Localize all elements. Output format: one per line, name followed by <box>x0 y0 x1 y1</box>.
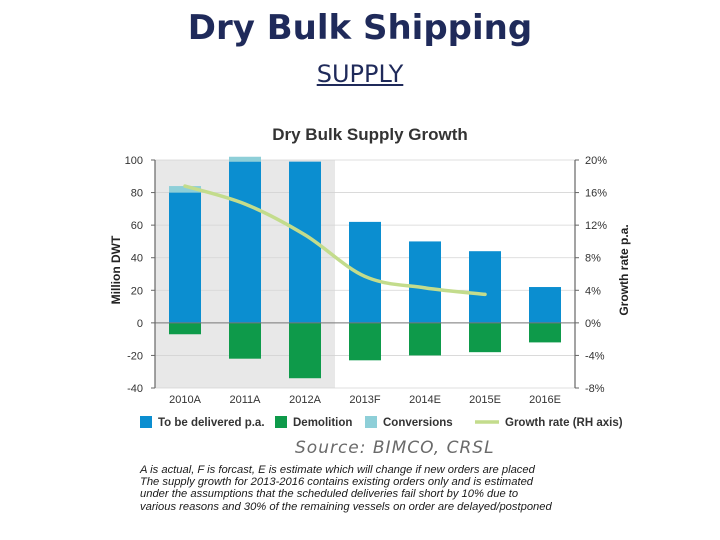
bar-delivered <box>529 287 561 323</box>
x-tick-label: 2012A <box>289 394 321 406</box>
growth-rate-point <box>243 202 247 206</box>
y2-axis-label: Growth rate p.a. <box>617 224 631 315</box>
y2-tick-label: -8% <box>585 383 605 395</box>
footnote-line: various reasons and 30% of the remaining… <box>140 500 552 513</box>
slide-title: Dry Bulk Shipping <box>187 8 533 48</box>
growth-rate-point <box>483 292 487 296</box>
x-tick-label: 2013F <box>349 394 380 406</box>
legend-label: To be delivered p.a. <box>158 417 265 429</box>
bar-demolition <box>469 322 501 353</box>
legend-swatch <box>275 416 287 428</box>
growth-rate-point <box>183 184 187 188</box>
y-axis-label: Million DWT <box>109 235 123 304</box>
bar-demolition <box>169 322 201 335</box>
y-tick-label: -20 <box>127 350 143 362</box>
plot-area: 100 80 60 40 20 0 -20 -40 20% 16% 12% 8% 4% 0% -4% -8% 2… <box>125 155 608 406</box>
bar-demolition <box>289 322 321 379</box>
y2-tick-label: 8% <box>585 253 601 265</box>
bar-conversions <box>169 186 201 193</box>
legend-swatch <box>140 416 152 428</box>
bar-delivered <box>409 241 441 323</box>
legend-swatch <box>365 416 377 428</box>
footnote-line: The supply growth for 2013-2016 contains… <box>140 476 534 489</box>
footnotes: A is actual, F is forcast, E is estimate… <box>140 464 610 513</box>
y-tick-label: 40 <box>131 253 143 265</box>
y2-tick-label: 20% <box>585 155 607 167</box>
y-tick-label: 20 <box>131 285 143 297</box>
growth-rate-point <box>363 274 367 279</box>
y-tick-label: 100 <box>125 155 143 167</box>
bar-delivered <box>229 161 261 323</box>
growth-rate-point <box>423 286 427 290</box>
bar-delivered <box>349 221 381 323</box>
source-note: Source: BIMCO, CRSL <box>295 438 495 458</box>
x-tick-label: 2015E <box>469 394 501 406</box>
slide-subtitle: SUPPLY <box>0 60 720 88</box>
bar-delivered <box>169 192 201 323</box>
y2-tick-label: 12% <box>585 220 607 232</box>
legend-label: Demolition <box>293 417 352 429</box>
bar-demolition <box>349 322 381 361</box>
bar-conversions <box>229 156 261 162</box>
legend-label: Conversions <box>383 417 453 429</box>
y2-tick-label: 4% <box>585 285 601 297</box>
bar-demolition <box>529 322 561 343</box>
chart-title: Dry Bulk Supply Growth <box>272 125 468 144</box>
x-tick-label: 2014E <box>409 394 441 406</box>
bar-demolition <box>409 322 441 356</box>
legend-label: Growth rate (RH axis) <box>505 417 623 429</box>
y-tick-label: -40 <box>127 383 143 395</box>
y2-tick-label: 0% <box>585 318 601 330</box>
y2-tick-label: 16% <box>585 188 607 200</box>
y-tick-label: 80 <box>131 188 143 200</box>
growth-rate-line <box>183 184 487 297</box>
growth-rate-point <box>303 233 307 237</box>
slide-subtitle-text: SUPPLY <box>316 60 404 88</box>
y-tick-label: 60 <box>131 220 143 232</box>
y-tick-label: 0 <box>137 318 143 330</box>
x-tick-label: 2011A <box>230 394 262 406</box>
x-tick-label: 2010A <box>169 394 201 406</box>
y2-tick-label: -4% <box>585 350 605 362</box>
supply-growth-chart: Dry Bulk Supply Growth Million DWT Growt… <box>109 125 631 429</box>
chart-legend: To be delivered p.a. Demolition Conversion… <box>140 416 623 429</box>
x-tick-label: 2016E <box>529 394 561 406</box>
bar-delivered <box>469 251 501 323</box>
footnote-line: A is actual, F is forcast, E is estimate… <box>140 464 535 476</box>
footnote-line: under the assumptions that the scheduled… <box>140 488 519 501</box>
bar-demolition <box>229 322 261 359</box>
